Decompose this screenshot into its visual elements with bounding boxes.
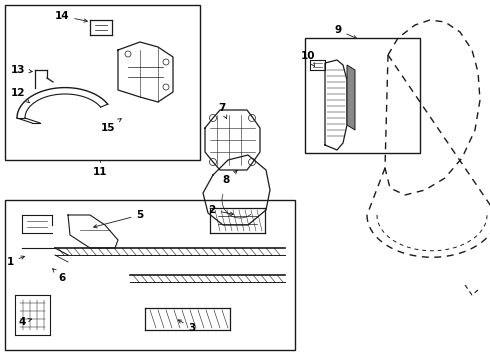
Text: 12: 12 xyxy=(11,88,29,103)
Text: 11: 11 xyxy=(93,167,107,177)
Text: 9: 9 xyxy=(335,25,357,39)
Text: 1: 1 xyxy=(6,256,25,267)
Polygon shape xyxy=(347,65,355,130)
Bar xyxy=(5,5,200,160)
Text: 13: 13 xyxy=(11,65,32,75)
Text: 5: 5 xyxy=(94,210,144,228)
Text: 7: 7 xyxy=(219,103,227,119)
Text: 8: 8 xyxy=(222,170,237,185)
Text: 2: 2 xyxy=(208,205,233,215)
Text: 14: 14 xyxy=(55,11,87,22)
Text: 15: 15 xyxy=(101,118,121,133)
Text: 3: 3 xyxy=(178,320,196,333)
Text: 4: 4 xyxy=(18,317,31,327)
Text: 6: 6 xyxy=(52,269,66,283)
Text: 10: 10 xyxy=(301,51,315,66)
Bar xyxy=(5,200,295,350)
Bar xyxy=(305,38,420,153)
